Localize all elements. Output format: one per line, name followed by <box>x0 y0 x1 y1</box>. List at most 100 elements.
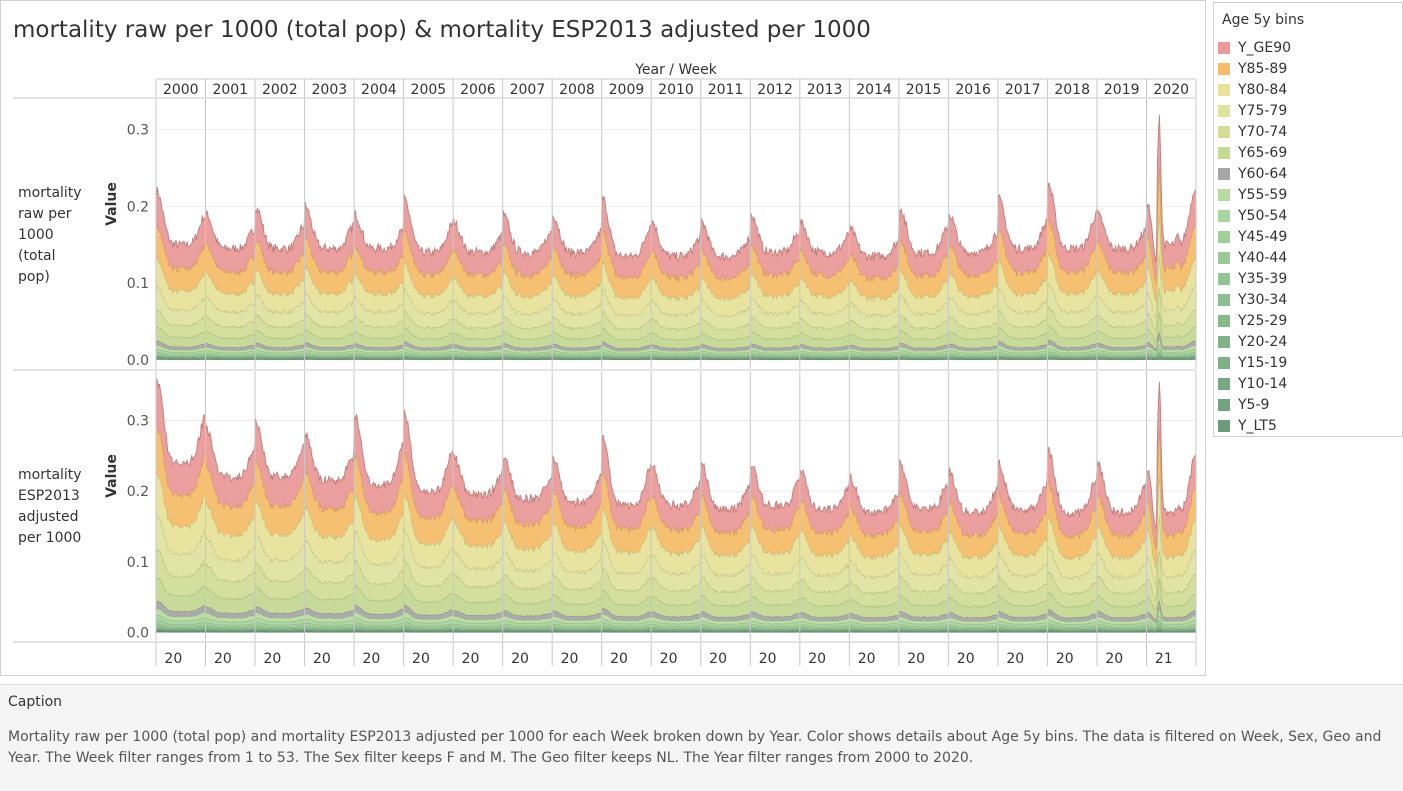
row-label: raw per <box>18 206 72 222</box>
legend-item[interactable]: Y70-74 <box>1218 122 1287 142</box>
legend-item[interactable]: Y85-89 <box>1218 59 1287 79</box>
legend-label: Y40-44 <box>1238 250 1288 266</box>
legend-item[interactable]: Y45-49 <box>1218 227 1287 247</box>
legend-label: Y35-39 <box>1238 271 1288 287</box>
legend-swatch <box>1218 420 1230 432</box>
legend-item[interactable]: Y15-19 <box>1218 353 1287 373</box>
legend-item[interactable]: Y50-54 <box>1218 206 1287 226</box>
week-tick-label: 20 <box>214 651 232 667</box>
year-label: 2014 <box>856 82 892 98</box>
area-band-y85-89 <box>156 165 1196 302</box>
legend-swatch <box>1218 231 1230 243</box>
row-label: pop) <box>18 269 50 285</box>
band-edge-y-ge90 <box>156 114 1196 263</box>
legend-label: Y70-74 <box>1238 124 1288 140</box>
x-axis-title: Year / Week <box>634 62 718 78</box>
band-edge-y-ge90 <box>156 378 1196 530</box>
legend-item[interactable]: Y65-69 <box>1218 143 1287 163</box>
week-tick-label: 20 <box>907 651 925 667</box>
legend-item[interactable]: Y60-64 <box>1218 164 1287 184</box>
legend-swatch <box>1218 210 1230 222</box>
legend-item[interactable]: Y20-24 <box>1218 332 1287 352</box>
y-tick-label: 0.3 <box>127 413 149 429</box>
week-tick-label: 20 <box>263 651 281 667</box>
stacked-area-chart: Year / Week 2000 2001 2002 2003 2004 2005 2006 2… <box>13 62 1197 667</box>
week-tick-label: 20 <box>808 651 826 667</box>
year-label: 2013 <box>807 82 843 98</box>
legend-label: Y50-54 <box>1238 208 1288 224</box>
area-band-y65-69 <box>156 311 1196 349</box>
row-label: adjusted <box>18 509 79 525</box>
year-label: 2000 <box>163 82 199 98</box>
week-tick-label: 20 <box>709 651 727 667</box>
row-label: ESP2013 <box>18 488 80 504</box>
year-label: 2018 <box>1054 82 1090 98</box>
y-tick-label: 0.2 <box>127 484 149 500</box>
legend-item[interactable]: Y75-79 <box>1218 101 1287 121</box>
legend-label: Y75-79 <box>1238 103 1288 119</box>
year-label: 2020 <box>1153 82 1189 98</box>
year-label: 2010 <box>658 82 694 98</box>
year-label: 2002 <box>262 82 298 98</box>
legend-swatch <box>1218 168 1230 180</box>
legend-item[interactable]: Y80-84 <box>1218 80 1287 100</box>
legend-item[interactable]: Y_GE90 <box>1218 38 1291 58</box>
legend-item[interactable]: Y35-39 <box>1218 269 1287 289</box>
y-tick-label: 0.3 <box>127 123 149 139</box>
chart-title: mortality raw per 1000 (total pop) & mor… <box>13 17 871 43</box>
legend-item[interactable]: Y5-9 <box>1218 395 1269 415</box>
week-tick-label: 20 <box>858 651 876 667</box>
legend-swatch <box>1218 273 1230 285</box>
legend-swatch <box>1218 399 1230 411</box>
area-band-y70-74 <box>156 286 1196 341</box>
year-label: 2012 <box>757 82 793 98</box>
year-label: 2003 <box>312 82 348 98</box>
legend-swatch <box>1218 294 1230 306</box>
legend-label: Y65-69 <box>1238 145 1288 161</box>
legend-swatch <box>1218 63 1230 75</box>
week-tick-label: 20 <box>462 651 480 667</box>
legend-item[interactable]: Y40-44 <box>1218 248 1287 268</box>
row-label: mortality <box>18 467 82 483</box>
area-band-y80-84 <box>156 472 1196 585</box>
legend-title: Age 5y bins <box>1222 12 1305 28</box>
week-tick-label: 20 <box>511 651 529 667</box>
week-tick-label: 20 <box>412 651 430 667</box>
y-tick-label: 0.2 <box>127 199 149 215</box>
legend-item[interactable]: Y30-34 <box>1218 290 1287 310</box>
legend-item[interactable]: Y10-14 <box>1218 374 1287 394</box>
legend-item[interactable]: Y55-59 <box>1218 185 1287 205</box>
year-label: 2005 <box>411 82 447 98</box>
area-band-y80-84 <box>156 214 1196 318</box>
legend-swatch <box>1218 315 1230 327</box>
legend-label: Y60-64 <box>1238 166 1288 182</box>
legend-swatch <box>1218 252 1230 264</box>
area-band-y85-89 <box>156 425 1196 568</box>
legend-label: Y10-14 <box>1238 376 1288 392</box>
row-label: per 1000 <box>18 530 81 546</box>
y-tick-label: 0.1 <box>127 276 149 292</box>
area-band-y50-54 <box>156 615 1196 628</box>
week-tick-label: 20 <box>164 651 182 667</box>
week-tick-label: 20 <box>313 651 331 667</box>
legend-label: Y45-49 <box>1238 229 1288 245</box>
caption-title: Caption <box>8 694 63 710</box>
legend-swatch <box>1218 378 1230 390</box>
year-label: 2011 <box>708 82 744 98</box>
legend-label: Y25-29 <box>1238 313 1288 329</box>
year-label: 2007 <box>510 82 546 98</box>
legend-swatch <box>1218 336 1230 348</box>
legend-swatch <box>1218 189 1230 201</box>
year-label: 2019 <box>1104 82 1140 98</box>
y-tick-label: 0.0 <box>127 626 149 642</box>
week-tick-label: 20 <box>1105 651 1123 667</box>
legend-item[interactable]: Y_LT5 <box>1218 416 1277 436</box>
caption-text: Mortality raw per 1000 (total pop) and m… <box>8 729 1382 766</box>
legend-swatch <box>1218 105 1230 117</box>
legend-swatch <box>1218 84 1230 96</box>
legend-swatch <box>1218 357 1230 369</box>
year-label: 2006 <box>460 82 496 98</box>
legend-item[interactable]: Y25-29 <box>1218 311 1287 331</box>
caption-panel: Caption Mortality raw per 1000 (total po… <box>0 684 1403 791</box>
week-tick-label: 20 <box>561 651 579 667</box>
